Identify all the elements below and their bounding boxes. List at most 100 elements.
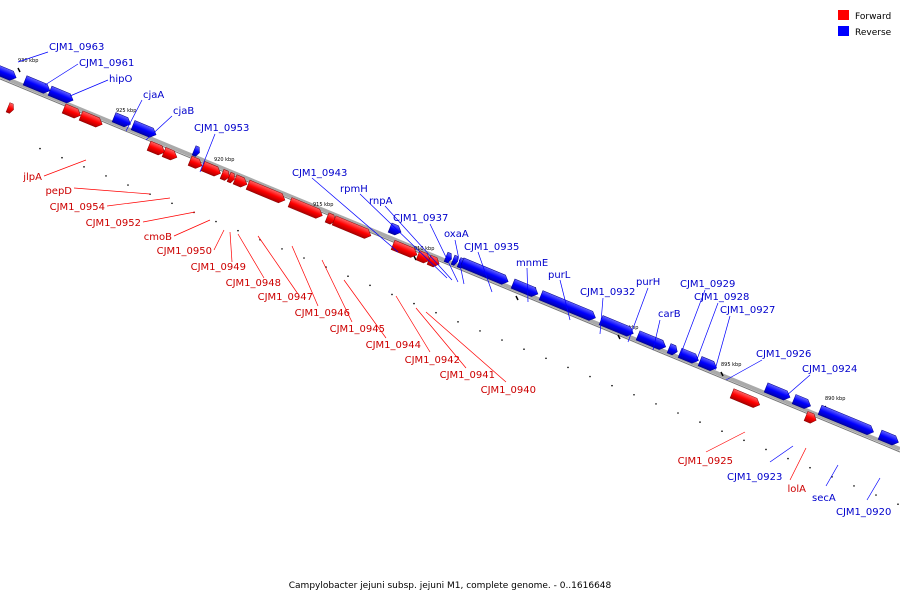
reverse-gene[interactable] <box>598 315 635 338</box>
reverse-gene-label[interactable]: rpmH <box>340 184 368 195</box>
forward-gene-label[interactable]: CJM1_0944 <box>366 340 421 351</box>
reverse-gene-label[interactable]: CJM1_0932 <box>580 287 635 298</box>
reverse-gene-label[interactable]: CJM1_0924 <box>802 364 857 375</box>
forward-gene-label[interactable]: CJM1_0925 <box>678 456 733 467</box>
reverse-gene-label[interactable]: CJM1_0943 <box>292 168 347 179</box>
reverse-gene-label[interactable]: CJM1_0961 <box>79 58 134 69</box>
track-dot <box>545 357 547 360</box>
forward-gene[interactable] <box>187 155 204 170</box>
reverse-gene[interactable] <box>791 394 812 410</box>
reverse-gene[interactable] <box>763 382 792 402</box>
reverse-gene-label[interactable]: purL <box>548 270 571 281</box>
reverse-gene[interactable] <box>47 85 75 105</box>
forward-gene-label[interactable]: CJM1_0942 <box>405 355 460 366</box>
forward-gene[interactable] <box>287 197 324 221</box>
forward-gene-label[interactable]: CJM1_0948 <box>226 278 281 289</box>
legend-forward-swatch <box>838 10 849 20</box>
forward-gene-label[interactable]: CJM1_0945 <box>330 324 385 335</box>
forward-gene-label[interactable]: CJM1_0947 <box>258 292 313 303</box>
forward-gene-label[interactable]: CJM1_0941 <box>440 370 495 381</box>
track-dot <box>589 375 591 378</box>
forward-gene-label[interactable]: CJM1_0940 <box>481 385 536 396</box>
reverse-gene-label[interactable]: cjaA <box>143 90 164 101</box>
track-dot <box>237 229 239 232</box>
reverse-gene-label[interactable]: CJM1_0926 <box>756 349 811 360</box>
forward-gene[interactable] <box>219 169 231 181</box>
tick-label: 930 kbp <box>18 58 38 64</box>
reverse-gene-label[interactable]: CJM1_0928 <box>694 292 749 303</box>
reverse-gene-leader <box>477 251 493 293</box>
forward-gene-label[interactable]: CJM1_0954 <box>50 202 105 213</box>
reverse-gene-label[interactable]: CJM1_0937 <box>393 213 448 224</box>
forward-gene[interactable] <box>146 140 167 157</box>
forward-gene[interactable] <box>426 254 441 268</box>
reverse-gene[interactable] <box>387 222 403 237</box>
reverse-gene[interactable] <box>191 145 201 158</box>
reverse-gene[interactable] <box>130 120 158 140</box>
reverse-gene[interactable] <box>677 347 700 365</box>
forward-gene-label[interactable]: cmoB <box>144 232 172 243</box>
forward-gene[interactable] <box>161 147 179 162</box>
forward-gene-label[interactable]: pepD <box>45 186 72 197</box>
forward-gene[interactable] <box>61 103 82 120</box>
forward-gene[interactable] <box>390 239 419 259</box>
forward-gene-label[interactable]: CJM1_0949 <box>191 262 246 273</box>
reverse-gene-label[interactable]: CJM1_0920 <box>836 507 891 518</box>
reverse-gene[interactable] <box>877 429 900 447</box>
reverse-gene-label[interactable]: CJM1_0963 <box>49 42 104 53</box>
forward-gene[interactable] <box>5 102 15 115</box>
forward-gene[interactable] <box>803 411 818 424</box>
track-dot <box>171 202 173 205</box>
reverse-gene-label[interactable]: CJM1_0953 <box>194 123 249 134</box>
reverse-gene[interactable] <box>111 112 132 129</box>
map-caption: Campylobacter jejuni subsp. jejuni M1, c… <box>289 581 612 591</box>
forward-gene[interactable] <box>226 171 236 184</box>
reverse-gene[interactable] <box>510 278 540 299</box>
forward-gene-label[interactable]: jlpA <box>22 172 42 183</box>
forward-gene[interactable] <box>78 110 104 129</box>
reverse-gene-label[interactable]: purH <box>636 277 660 288</box>
reverse-gene-label[interactable]: CJM1_0923 <box>727 472 782 483</box>
reverse-gene-leader <box>599 297 604 335</box>
reverse-gene-label[interactable]: secA <box>812 493 836 504</box>
forward-gene[interactable] <box>245 179 287 205</box>
forward-gene[interactable] <box>232 174 249 189</box>
forward-gene[interactable] <box>200 161 222 179</box>
reverse-gene-label[interactable]: carB <box>658 309 681 320</box>
reverse-gene[interactable] <box>697 356 718 372</box>
forward-gene-label[interactable]: CJM1_0952 <box>86 218 141 229</box>
reverse-gene-leader <box>384 205 453 281</box>
forward-gene-leader <box>257 235 299 295</box>
tick-mark <box>17 67 21 73</box>
reverse-gene-label[interactable]: CJM1_0935 <box>464 242 519 253</box>
reverse-gene-leader <box>785 374 811 397</box>
reverse-gene-label[interactable]: hipO <box>109 74 132 85</box>
reverse-gene[interactable] <box>443 251 453 264</box>
reverse-gene-label[interactable]: oxaA <box>444 229 469 240</box>
reverse-gene[interactable] <box>450 254 459 266</box>
forward-gene[interactable] <box>415 250 432 265</box>
reverse-gene-leader <box>714 315 731 371</box>
reverse-gene[interactable] <box>635 330 668 352</box>
reverse-gene[interactable] <box>666 343 679 357</box>
tick-label: 920 kbp <box>214 157 234 163</box>
reverse-gene-label[interactable]: mnmE <box>516 258 548 269</box>
forward-gene[interactable] <box>729 388 762 410</box>
reverse-gene-leader <box>679 289 706 357</box>
reverse-gene[interactable] <box>538 290 597 323</box>
reverse-gene-leader <box>695 302 719 363</box>
reverse-gene[interactable] <box>22 75 52 96</box>
forward-gene[interactable] <box>331 215 373 241</box>
reverse-gene-label[interactable]: cjaB <box>173 106 194 117</box>
forward-gene-label[interactable]: lolA <box>787 484 806 495</box>
reverse-gene[interactable] <box>817 404 875 436</box>
reverse-gene[interactable] <box>459 257 510 286</box>
forward-gene-label[interactable]: CJM1_0950 <box>157 246 212 257</box>
forward-gene-leader <box>343 279 387 339</box>
reverse-gene-label[interactable]: rnpA <box>369 196 393 207</box>
forward-gene-label[interactable]: CJM1_0946 <box>295 308 350 319</box>
forward-gene[interactable] <box>324 212 337 226</box>
reverse-gene[interactable] <box>0 63 18 82</box>
reverse-gene-label[interactable]: CJM1_0929 <box>680 279 735 290</box>
reverse-gene-label[interactable]: CJM1_0927 <box>720 305 775 316</box>
